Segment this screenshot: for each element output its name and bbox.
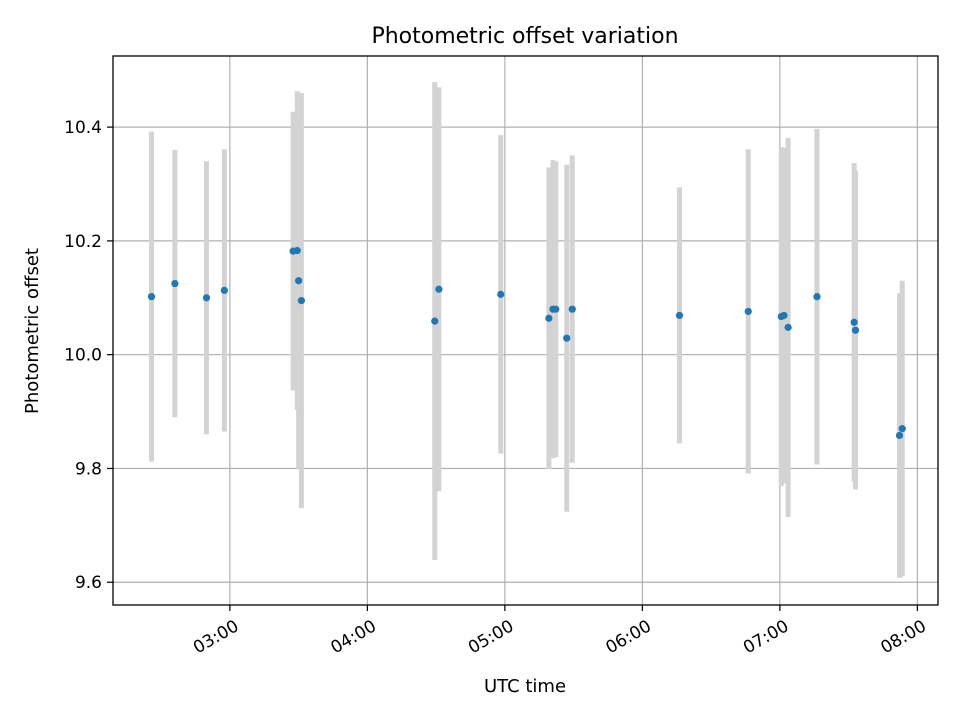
data-point: [895, 431, 904, 440]
data-point: [202, 294, 211, 302]
data-point: [297, 297, 305, 305]
data-point: [220, 286, 228, 294]
data-point: [293, 246, 301, 255]
data-point: [568, 305, 576, 313]
data-point: [295, 277, 303, 285]
data-point: [675, 311, 684, 320]
data-point: [744, 307, 752, 316]
data-point: [545, 314, 553, 322]
data-point: [497, 290, 505, 298]
x-tick-label: 05:00: [465, 616, 517, 658]
data-point: [898, 425, 906, 433]
chart-title: Photometric offset variation: [371, 24, 678, 49]
y-tick-label: 10.4: [64, 118, 102, 138]
data-point: [435, 285, 443, 293]
data-point: [784, 323, 792, 331]
x-tick-label: 04:00: [327, 616, 379, 658]
data-point: [563, 334, 571, 342]
data-point: [171, 279, 179, 288]
y-axis-label: Photometric offset: [22, 248, 43, 414]
data-point: [431, 317, 439, 325]
data-point: [780, 311, 788, 320]
data-point: [850, 318, 858, 326]
grid: [113, 56, 938, 605]
y-tick-label: 9.6: [75, 573, 102, 593]
data-point: [813, 293, 821, 301]
x-tick-label: 08:00: [877, 616, 929, 658]
y-tick-label: 9.8: [75, 459, 102, 479]
y-tick-label: 10.0: [64, 346, 102, 366]
x-tick-label: 06:00: [602, 616, 654, 658]
data-point: [147, 293, 156, 301]
x-axis-label: UTC time: [484, 676, 566, 697]
plot-frame: [112, 55, 939, 606]
x-tick-label: 03:00: [190, 616, 242, 658]
x-tick-label: 07:00: [740, 616, 792, 658]
axis-ticks: 03:00 04:00 05:00 06:00 07:00 08:00 9.6 9.8 10.0…: [64, 118, 930, 658]
data-point: [851, 326, 860, 334]
y-tick-label: 10.2: [64, 232, 102, 252]
data-points: [147, 246, 906, 440]
data-point: [552, 305, 560, 313]
